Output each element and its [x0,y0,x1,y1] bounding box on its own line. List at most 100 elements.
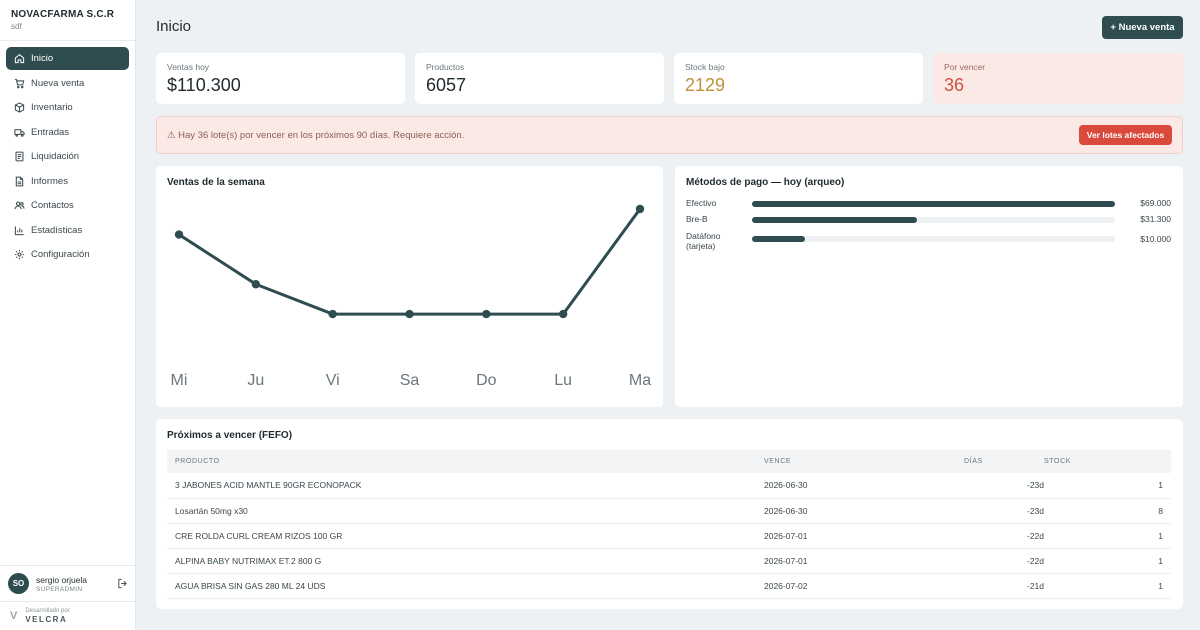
x-tick-label: Ma [629,372,651,389]
payment-bar-track [752,201,1115,207]
column-header-stock[interactable]: STOCK [1044,458,1071,465]
x-tick-label: Vi [326,372,340,389]
kpi-label: Stock bajo [685,62,725,72]
cell-stock: 1 [1044,548,1171,574]
sidebar-item-label: Contactos [31,200,74,211]
cell-stock: 8 [1044,498,1171,524]
payment-label: Bre-B [686,214,708,224]
sidebar-item-label: Inventario [31,102,73,113]
kpi-value: $110.300 [167,75,241,95]
cell-days: -23d [964,473,1044,499]
sidebar-item-inicio[interactable]: Inicio [6,47,129,70]
payment-label: Efectivo [686,198,717,208]
payment-bar-fill [752,201,1115,207]
brand-name: NOVACFARMA S.C.R [11,9,115,20]
cell-days: -22d [964,548,1044,574]
sales-point-do[interactable] [482,309,491,319]
cell-days: -21d [964,573,1044,599]
sidebar-item-estadisticas[interactable]: Estadísticas [6,219,129,242]
cell-expires: 2026-07-01 [764,523,964,549]
sidebar-item-label: Configuración [31,249,90,260]
sidebar-item-nueva-venta[interactable]: Nueva venta [6,72,129,95]
sales-point-mi[interactable] [174,230,184,239]
payment-amount: $31.300 [1140,214,1171,224]
sidebar-item-configuracion[interactable]: Configuración [6,243,129,266]
weekly-sales-chart: Mi Ju Vi Sa Do Lu Ma [171,204,651,389]
sidebar-item-informes[interactable]: Informes [6,170,129,193]
table-row[interactable]: Losartán 50mg x30 2026-06-30 -23d 8 [167,498,1171,524]
user-name: sergio orjuela [36,574,88,585]
column-header-producto[interactable]: PRODUCTO [175,458,220,465]
sidebar-item-inventario[interactable]: Inventario [6,96,129,119]
x-tick-label: Do [476,372,497,389]
kpi-stock-bajo: Stock bajo 2129 [674,53,923,104]
truck-icon [14,128,25,137]
sidebar-item-label: Inicio [31,53,54,64]
kpi-productos: Productos 6057 [415,53,664,104]
cell-product: CRE ROLDA CURL CREAM RIZOS 100 GR [167,523,764,549]
sidebar-item-label: Estadísticas [31,224,83,236]
fefo-card: Próximos a vencer (FEFO) PRODUCTO VENCE … [156,419,1183,609]
kpi-ventas-hoy: Ventas hoy $110.300 [156,53,405,104]
weekly-sales-title: Ventas de la semana [167,177,265,188]
sales-point-sa[interactable] [405,309,414,319]
sidebar-nav: Inicio Nueva venta Inventario Entradas L… [0,41,135,274]
sales-point-vi[interactable] [328,309,337,319]
table-header-row: PRODUCTO VENCE DÍAS STOCK [167,450,1171,473]
report-icon [15,176,24,186]
payment-bar-track [752,217,1115,223]
cell-expires: 2026-07-02 [764,573,964,599]
sidebar-item-contactos[interactable]: Contactos [6,194,129,217]
sidebar-item-liquidacion[interactable]: Liquidación [6,145,129,168]
fefo-table: PRODUCTO VENCE DÍAS STOCK 3 JABONES ACID… [167,450,1171,599]
sales-point-lu[interactable] [558,309,568,319]
cell-product: Losartán 50mg x30 [167,498,764,524]
column-header-dias[interactable]: DÍAS [964,458,983,465]
payment-amount: $69.000 [1140,198,1171,208]
table-row[interactable]: 3 JABONES ACID MANTLE 90GR ECONOPACK 202… [167,473,1171,499]
user-role: SUPERADMIN [36,585,83,593]
kpi-label: Productos [426,62,465,72]
kpi-label: Ventas hoy [167,62,210,72]
expiry-alert: ⚠ Hay 36 lote(s) por vencer en los próxi… [156,116,1183,154]
fefo-title: Próximos a vencer (FEFO) [167,430,293,441]
payment-amount: $10.000 [1140,234,1171,244]
new-sale-button[interactable]: + Nueva venta [1102,16,1183,39]
document-icon [15,151,24,162]
table-row[interactable]: AGUA BRISA SIN GAS 280 ML 24 UDS 2026-07… [167,573,1171,599]
developer-name: VELCRA [25,615,68,624]
sidebar-item-label: Liquidación [31,151,80,162]
cell-expires: 2026-06-30 [764,498,964,524]
sales-series-line [178,208,642,316]
sidebar-item-entradas[interactable]: Entradas [6,121,129,144]
developer-label: Desarrollado por [25,608,70,614]
sidebar-item-label: Entradas [31,126,70,138]
column-header-vence[interactable]: VENCE [764,458,792,465]
kpi-value: 36 [944,75,965,95]
brand: NOVACFARMA S.C.R sdf [0,0,135,41]
kpi-por-vencer: Por vencer 36 [933,53,1183,104]
view-affected-lots-button[interactable]: Ver lotes afectados [1079,125,1172,145]
logout-icon[interactable] [117,578,128,589]
kpi-label: Por vencer [944,62,986,72]
payment-methods-card: Métodos de pago — hoy (arqueo) Efectivo … [675,166,1183,407]
sales-point-ma[interactable] [635,204,645,214]
alert-text: ⚠ Hay 36 lote(s) por vencer en los próxi… [167,129,465,141]
payment-label: Datáfono (tarjeta) [686,231,721,251]
bar-chart-icon [14,225,24,235]
table-row[interactable]: ALPINA BABY NUTRIMAX ET.2 800 G 2026-07-… [167,548,1171,574]
cell-days: -23d [964,498,1044,524]
kpi-value: 2129 [685,75,726,95]
payment-row-efectivo: Efectivo $69.000 [686,198,1171,214]
sidebar: NOVACFARMA S.C.R sdf Inicio Nueva venta … [0,0,136,630]
sales-point-ju[interactable] [251,280,261,289]
home-icon [14,53,25,64]
table-row[interactable]: CRE ROLDA CURL CREAM RIZOS 100 GR 2026-0… [167,523,1171,549]
payment-row-bre-b: Bre-B $31.300 [686,214,1171,230]
page-title: Inicio [156,18,192,35]
weekly-sales-card: Ventas de la semana Mi Ju Vi Sa Do Lu Ma [156,166,663,407]
cell-stock: 1 [1044,473,1171,499]
brand-subtitle: sdf [11,22,22,31]
gear-icon [14,249,25,260]
cell-stock: 1 [1044,523,1171,549]
